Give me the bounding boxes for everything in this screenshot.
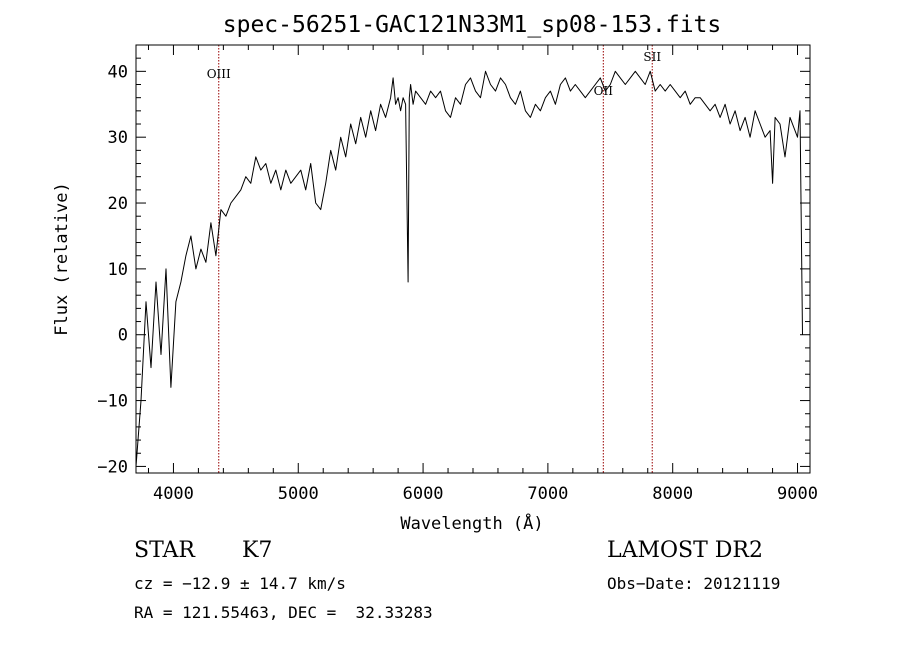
y-tick-label: −10 bbox=[97, 392, 128, 412]
y-tick-label: 10 bbox=[108, 260, 128, 280]
x-tick-label: 8000 bbox=[652, 484, 693, 504]
chart-title: spec-56251-GAC121N33M1_sp08-153.fits bbox=[223, 12, 722, 38]
y-tick-label: 30 bbox=[108, 128, 128, 148]
y-tick-label: 40 bbox=[108, 62, 128, 82]
x-tick-label: 9000 bbox=[777, 484, 818, 504]
obs-date: Obs−Date: 20121119 bbox=[607, 574, 781, 593]
x-tick-label: 5000 bbox=[278, 484, 319, 504]
coordinates: RA = 121.55463, DEC = 32.33283 bbox=[134, 603, 433, 622]
x-tick-label: 7000 bbox=[527, 484, 568, 504]
object-class: STAR bbox=[134, 538, 195, 563]
axes-ticks: 4000 5000 6000 7000 8000 9000 −20 −10 0 10 20 30 40 bbox=[97, 44, 818, 504]
spectrum-series-0 bbox=[135, 70, 803, 467]
y-tick-label: 0 bbox=[118, 326, 128, 346]
x-tick-label: 4000 bbox=[153, 484, 194, 504]
line-label-0: OIII bbox=[207, 67, 231, 81]
object-subclass: K7 bbox=[242, 538, 273, 563]
survey-name: LAMOST DR2 bbox=[607, 538, 763, 563]
y-axis-label: Flux (relative) bbox=[52, 182, 72, 336]
redshift-info: cz = −12.9 ± 14.7 km/s bbox=[134, 574, 346, 593]
x-tick-label: 6000 bbox=[403, 484, 444, 504]
line-label-2: SII bbox=[643, 50, 661, 64]
y-tick-label: −20 bbox=[97, 457, 128, 477]
x-axis-label: Wavelength (Å) bbox=[400, 512, 543, 534]
y-tick-label: 20 bbox=[108, 194, 128, 214]
